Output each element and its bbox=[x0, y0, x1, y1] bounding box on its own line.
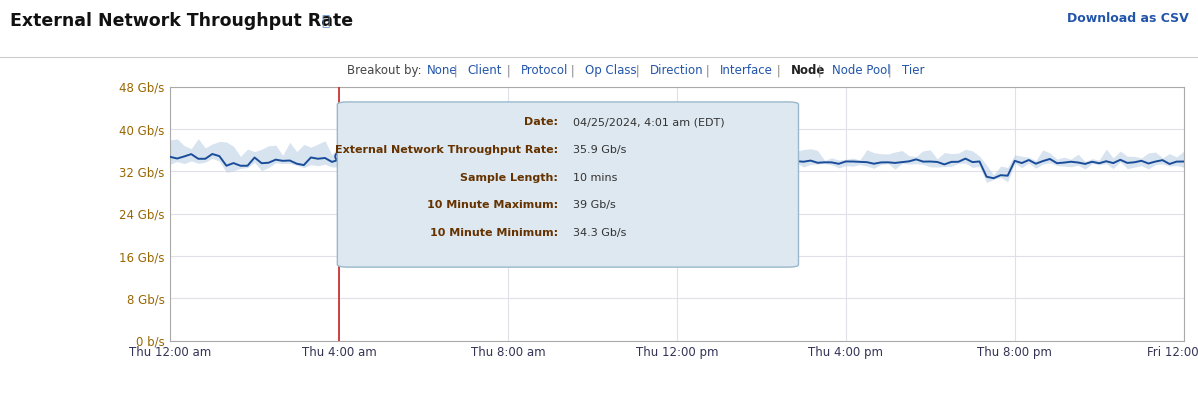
Text: |: | bbox=[702, 65, 714, 77]
Text: External Network Throughput Rate: External Network Throughput Rate bbox=[10, 12, 352, 30]
Text: |: | bbox=[633, 65, 643, 77]
Text: Node: Node bbox=[791, 65, 824, 77]
Text: Interface: Interface bbox=[720, 65, 773, 77]
Text: Op Class: Op Class bbox=[585, 65, 636, 77]
Text: Date:: Date: bbox=[524, 117, 558, 127]
Text: None: None bbox=[426, 65, 458, 77]
Text: External Network Throughput Rate:: External Network Throughput Rate: bbox=[334, 145, 558, 155]
Text: Sample Length:: Sample Length: bbox=[460, 173, 558, 183]
Text: 39 Gb/s: 39 Gb/s bbox=[573, 200, 616, 210]
Text: Tier: Tier bbox=[902, 65, 925, 77]
Text: Direction: Direction bbox=[649, 65, 703, 77]
FancyBboxPatch shape bbox=[338, 102, 799, 267]
Text: ⓘ: ⓘ bbox=[321, 15, 329, 29]
Text: 35.9 Gb/s: 35.9 Gb/s bbox=[573, 145, 627, 155]
Text: |: | bbox=[884, 65, 896, 77]
Text: |: | bbox=[503, 65, 514, 77]
Text: Protocol: Protocol bbox=[520, 65, 568, 77]
Text: 10 mins: 10 mins bbox=[573, 173, 617, 183]
Text: |: | bbox=[450, 65, 461, 77]
Text: |: | bbox=[568, 65, 579, 77]
Text: |: | bbox=[813, 65, 825, 77]
Text: 10 Minute Minimum:: 10 Minute Minimum: bbox=[430, 228, 558, 238]
Text: Node Pool: Node Pool bbox=[831, 65, 890, 77]
Text: 34.3 Gb/s: 34.3 Gb/s bbox=[573, 228, 627, 238]
Text: 10 Minute Maximum:: 10 Minute Maximum: bbox=[426, 200, 558, 210]
Text: Download as CSV: Download as CSV bbox=[1066, 12, 1188, 25]
Text: 04/25/2024, 4:01 am (EDT): 04/25/2024, 4:01 am (EDT) bbox=[573, 117, 725, 127]
Text: |: | bbox=[773, 65, 785, 77]
Text: Breakout by:: Breakout by: bbox=[347, 65, 422, 77]
Text: Client: Client bbox=[467, 65, 502, 77]
